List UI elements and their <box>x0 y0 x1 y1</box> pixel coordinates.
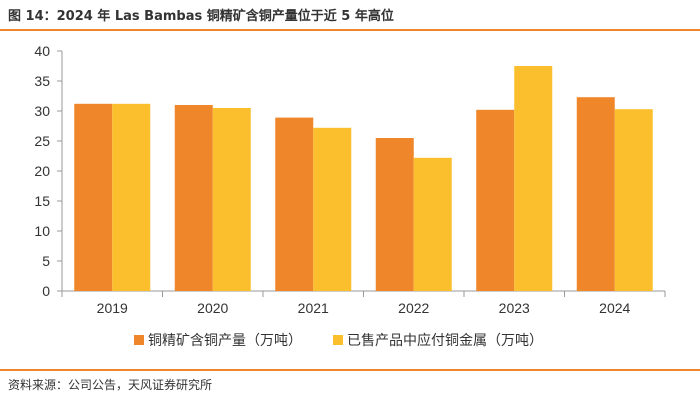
source-note: 资料来源：公司公告，天风证券研究所 <box>8 378 213 392</box>
title-rule <box>0 29 700 31</box>
y-tick-label: 20 <box>34 163 50 179</box>
source-rule <box>0 369 700 371</box>
y-tick-label: 30 <box>34 103 50 119</box>
y-axis: 0 5 10 15 20 25 30 35 40 <box>34 43 63 299</box>
legend-swatch <box>134 335 144 345</box>
x-tick-label: 2023 <box>499 300 530 316</box>
bars <box>74 66 653 291</box>
bar-copper-output-2020 <box>174 105 213 291</box>
y-tick-label: 25 <box>34 133 50 149</box>
bar-payable-copper-2024 <box>614 109 653 291</box>
x-tick-label: 2022 <box>398 300 429 316</box>
y-tick-label: 10 <box>34 223 50 239</box>
x-tick-label: 2021 <box>298 300 329 316</box>
bar-copper-output-2023 <box>476 109 515 291</box>
bar-copper-output-2021 <box>275 117 314 291</box>
x-tick-label: 2019 <box>97 300 128 316</box>
bar-payable-copper-2022 <box>413 157 452 291</box>
y-tick-label: 35 <box>34 73 50 89</box>
bar-payable-copper-2023 <box>514 66 553 291</box>
y-tick-label: 15 <box>34 193 50 209</box>
x-tick-label: 2020 <box>197 300 228 316</box>
figure-title: 图 14：2024 年 Las Bambas 铜精矿含铜产量位于近 5 年高位 <box>8 9 394 24</box>
bar-payable-copper-2020 <box>212 108 251 291</box>
x-tick-label: 2024 <box>599 300 630 316</box>
bar-copper-output-2022 <box>375 138 414 291</box>
legend: 铜精矿含铜产量（万吨） 已售产品中应付铜金属（万吨） <box>134 332 543 349</box>
bar-copper-output-2019 <box>74 103 113 291</box>
legend-label: 已售产品中应付铜金属（万吨） <box>347 332 543 349</box>
y-tick-label: 5 <box>42 253 50 269</box>
y-tick-label: 0 <box>42 283 50 299</box>
bar-copper-output-2024 <box>576 97 615 291</box>
bar-payable-copper-2019 <box>112 103 151 291</box>
x-axis: 2019 2020 2021 2022 2023 2024 <box>61 290 666 316</box>
legend-label: 铜精矿含铜产量（万吨） <box>148 333 302 349</box>
y-tick-label: 40 <box>34 43 50 59</box>
legend-swatch <box>333 335 343 345</box>
bar-payable-copper-2021 <box>313 127 352 291</box>
